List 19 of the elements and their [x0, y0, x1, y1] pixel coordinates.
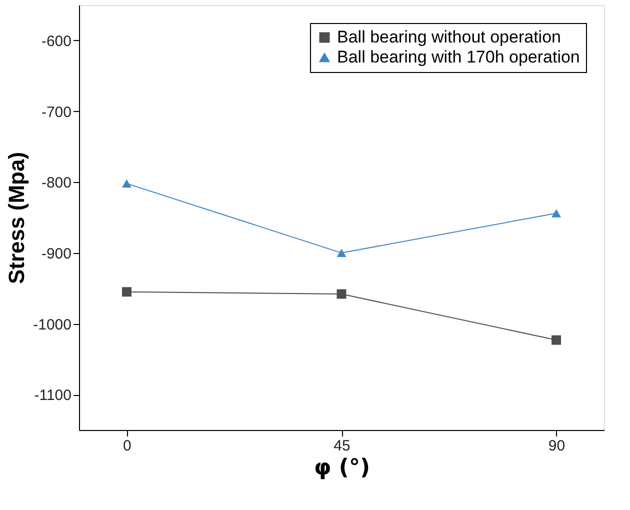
y-tick-label: -700 — [41, 104, 72, 121]
y-tick-label: -1100 — [34, 387, 72, 404]
x-tick-label: 90 — [548, 438, 566, 454]
y-tick-label: -900 — [41, 245, 72, 262]
legend-label: Ball bearing with 170h operation — [337, 48, 580, 66]
x-tick-label: 45 — [334, 438, 350, 454]
point — [552, 335, 562, 345]
x-tick-label: 0 — [123, 438, 132, 454]
point — [122, 179, 132, 188]
legend-label: Ball bearing without operation — [337, 28, 561, 46]
x-axis-title: φ (°) — [314, 456, 370, 480]
y-tick-label: -800 — [41, 174, 72, 192]
y-tick-label: -1000 — [33, 316, 72, 334]
point — [336, 289, 346, 299]
point — [336, 248, 346, 258]
point — [552, 209, 562, 218]
y-axis-title: Stress (Mpa) — [4, 152, 30, 284]
point — [122, 287, 132, 297]
y-tick-label: -600 — [41, 32, 72, 50]
